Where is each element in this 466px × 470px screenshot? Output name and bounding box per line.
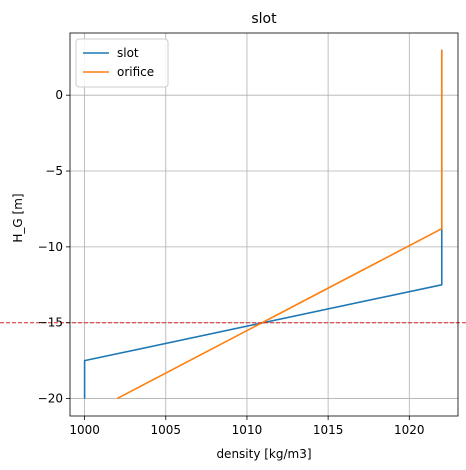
x-tick-label: 1020 xyxy=(394,423,425,437)
y-tick-label: −20 xyxy=(38,392,63,406)
x-tick-label: 1005 xyxy=(151,423,182,437)
x-axis-ticks: 1000 1005 1010 1015 1020 xyxy=(69,416,425,437)
series-layer xyxy=(83,49,443,400)
legend-label-orifice: orifice xyxy=(117,65,154,79)
x-tick-label: 1015 xyxy=(313,423,344,437)
x-axis-label: density [kg/m3] xyxy=(216,447,311,461)
legend-box xyxy=(75,38,169,88)
x-tick-label: 1010 xyxy=(232,423,263,437)
chart-title: slot xyxy=(251,11,277,27)
y-tick-label: −15 xyxy=(38,316,63,330)
y-axis-ticks: −20 −15 −10 −5 0 xyxy=(38,88,70,406)
y-tick-label: −5 xyxy=(45,164,63,178)
plot-frame xyxy=(69,32,459,417)
x-tick-label: 1000 xyxy=(69,423,100,437)
legend: slot orifice xyxy=(75,38,169,88)
y-tick-label: −10 xyxy=(38,240,63,254)
y-axis-label: H_G [m] xyxy=(11,193,25,242)
legend-label-slot: slot xyxy=(117,46,139,60)
y-tick-label: 0 xyxy=(55,88,63,102)
series-line-orifice xyxy=(116,49,443,400)
